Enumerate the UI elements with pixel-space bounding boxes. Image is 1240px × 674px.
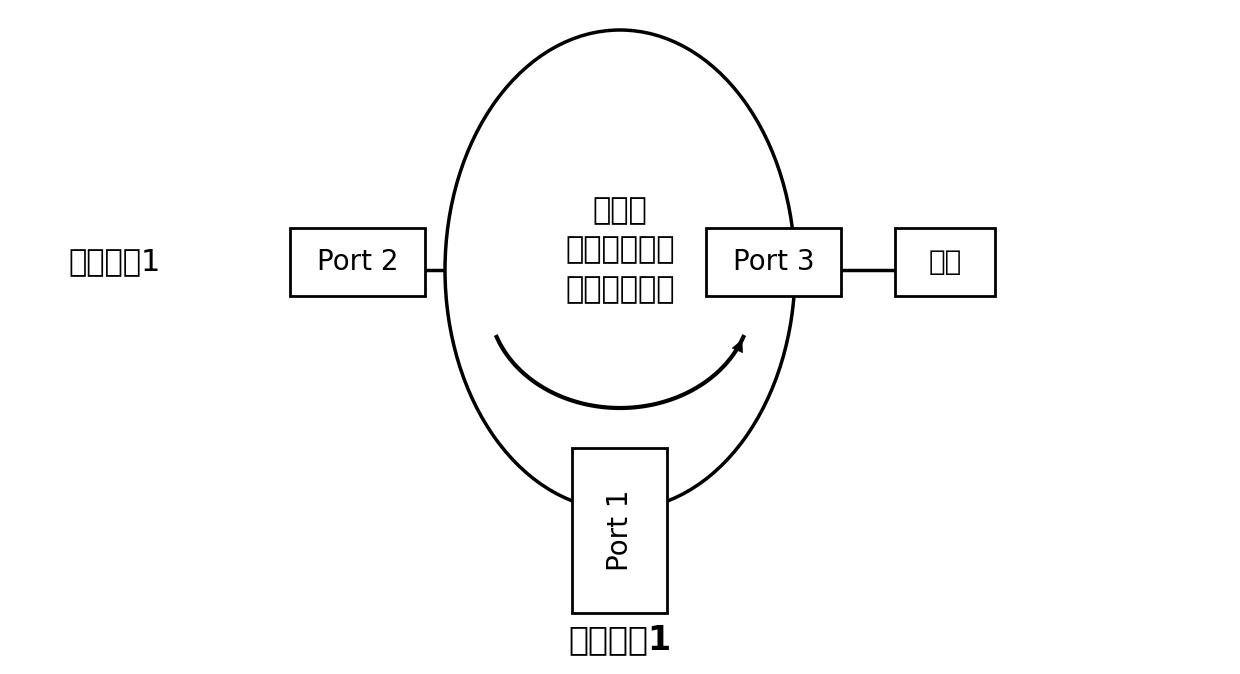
Bar [895, 228, 994, 296]
Bar [706, 228, 841, 296]
Bar [572, 448, 667, 613]
Text: Port 1: Port 1 [605, 490, 634, 572]
Text: Port 3: Port 3 [733, 248, 815, 276]
Bar [290, 228, 425, 296]
Text: 输出端口1: 输出端口1 [68, 247, 161, 276]
Text: 圆柱形带状线: 圆柱形带状线 [565, 235, 675, 264]
Text: 负载: 负载 [929, 248, 962, 276]
Text: 三端口: 三端口 [593, 196, 647, 225]
Text: 鐵氧体环形器: 鐵氧体环形器 [565, 275, 675, 304]
Ellipse shape [445, 30, 795, 510]
Text: 输入端口1: 输入端口1 [568, 623, 672, 656]
Text: Port 2: Port 2 [316, 248, 398, 276]
